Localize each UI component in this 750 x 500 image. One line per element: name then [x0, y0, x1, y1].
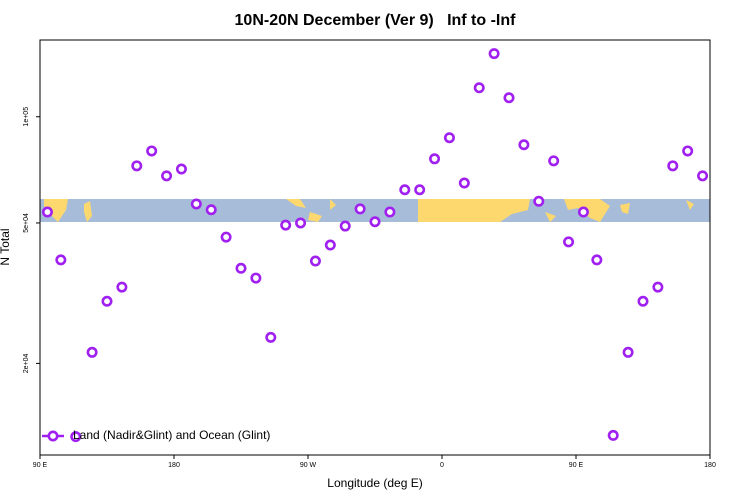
- point: [280, 219, 292, 231]
- point: [488, 48, 500, 60]
- point: [503, 92, 515, 104]
- point: [205, 204, 217, 216]
- point: [667, 160, 679, 172]
- point: [41, 206, 53, 218]
- point: [443, 132, 455, 144]
- point: [161, 170, 173, 182]
- point: [533, 195, 545, 207]
- point: [339, 220, 351, 232]
- x-tick-label: 90 W: [300, 462, 317, 469]
- x-tick-label: 0: [440, 462, 444, 469]
- point: [399, 184, 411, 196]
- x-tick-label: 90 E: [569, 462, 584, 469]
- point: [652, 281, 664, 293]
- chart-title: 10N-20N December (Ver 9) Inf to -Inf: [235, 12, 517, 29]
- point: [518, 139, 530, 151]
- point: [622, 346, 634, 358]
- point: [55, 254, 67, 266]
- point: [101, 295, 113, 307]
- point: [250, 272, 262, 284]
- point: [295, 217, 307, 229]
- point: [458, 177, 470, 189]
- point: [86, 346, 98, 358]
- plot-frame: [39, 39, 711, 456]
- point: [146, 145, 158, 157]
- point: [369, 216, 381, 228]
- x-axis-title: Longitude (deg E): [327, 476, 422, 490]
- point: [637, 295, 649, 307]
- legend-label: Land (Nadir&Glint) and Ocean (Glint): [73, 428, 270, 442]
- point: [563, 236, 575, 248]
- point: [116, 281, 128, 293]
- y-axis-title: N Total: [0, 228, 12, 265]
- point: [384, 206, 396, 218]
- point: [265, 331, 277, 343]
- x-tick-label: 180: [704, 462, 716, 469]
- point: [175, 163, 187, 175]
- point: [190, 198, 202, 210]
- x-tick-label: 180: [168, 462, 180, 469]
- point: [697, 170, 709, 182]
- point: [324, 239, 336, 251]
- point: [577, 206, 589, 218]
- point: [414, 184, 426, 196]
- y-tick-label: 2e+04: [23, 353, 30, 373]
- point: [473, 82, 485, 94]
- point: [131, 160, 143, 172]
- point: [607, 429, 619, 441]
- point: [220, 231, 232, 243]
- point: [235, 262, 247, 274]
- legend-marker: [47, 430, 59, 442]
- y-tick-label: 1e+05: [23, 107, 30, 127]
- point: [309, 255, 321, 267]
- y-tick-label: 5e+04: [23, 213, 30, 233]
- point: [429, 153, 441, 165]
- point: [354, 203, 366, 215]
- point: [591, 254, 603, 266]
- point: [682, 145, 694, 157]
- point: [70, 431, 82, 443]
- x-tick-label: 90 E: [33, 462, 48, 469]
- point: [548, 155, 560, 167]
